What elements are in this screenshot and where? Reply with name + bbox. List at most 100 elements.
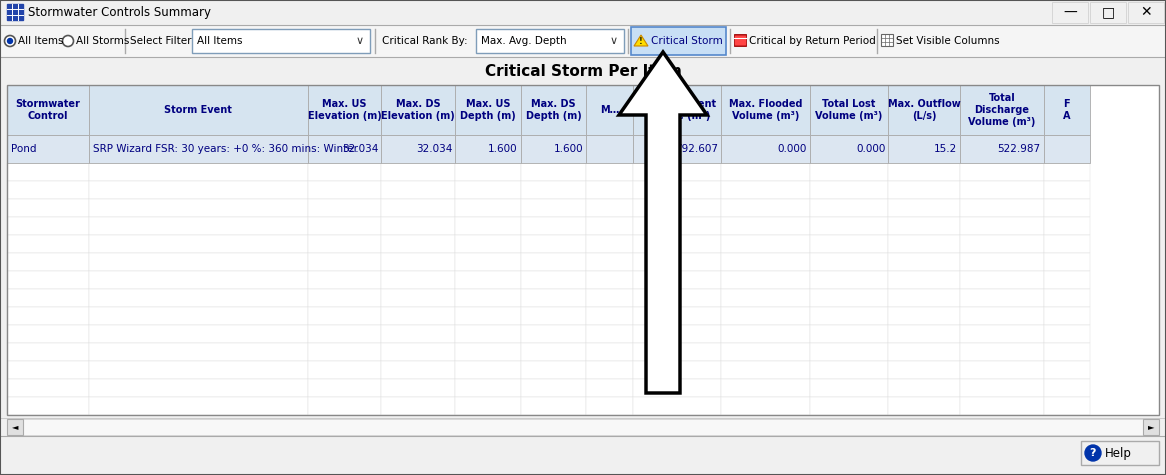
Bar	[888, 361, 960, 379]
Bar	[632, 199, 722, 217]
Bar	[722, 271, 810, 289]
Bar	[7, 419, 23, 435]
Bar	[1044, 343, 1090, 361]
Bar	[888, 199, 960, 217]
Bar	[632, 343, 722, 361]
Bar	[632, 235, 722, 253]
Bar	[308, 361, 381, 379]
Bar	[960, 325, 1044, 343]
Bar	[888, 163, 960, 181]
Bar	[888, 325, 960, 343]
Bar	[521, 181, 586, 199]
Text: ►: ►	[1147, 422, 1154, 431]
Bar	[381, 199, 455, 217]
Text: Max. Resident
Volume (m³): Max. Resident Volume (m³)	[638, 99, 716, 121]
Polygon shape	[619, 52, 707, 393]
Bar	[735, 34, 746, 46]
Text: Max. DS
Elevation (m): Max. DS Elevation (m)	[381, 99, 455, 121]
Text: Stormwater
Control: Stormwater Control	[15, 99, 80, 121]
Bar	[810, 343, 888, 361]
Bar	[632, 253, 722, 271]
Bar	[89, 271, 308, 289]
Bar	[381, 235, 455, 253]
Bar	[632, 307, 722, 325]
Bar	[521, 379, 586, 397]
Text: ∨: ∨	[356, 36, 364, 46]
Text: SRP Wizard FSR: 30 years: +0 %: 360 mins: Winter: SRP Wizard FSR: 30 years: +0 %: 360 mins…	[93, 144, 358, 154]
Circle shape	[5, 36, 15, 47]
Bar	[586, 289, 632, 307]
Bar	[89, 217, 308, 235]
Bar	[632, 181, 722, 199]
Text: 0.000: 0.000	[856, 144, 885, 154]
Bar	[521, 85, 586, 135]
Bar	[308, 271, 381, 289]
Bar	[7, 235, 89, 253]
Bar	[810, 379, 888, 397]
Bar	[586, 379, 632, 397]
Bar	[89, 253, 308, 271]
Bar	[381, 307, 455, 325]
Text: M…: M…	[599, 105, 619, 115]
Bar	[7, 4, 23, 20]
Bar	[960, 361, 1044, 379]
Bar	[308, 343, 381, 361]
Bar	[960, 135, 1044, 163]
Bar	[586, 397, 632, 415]
Bar	[308, 199, 381, 217]
Bar	[381, 361, 455, 379]
Bar	[89, 163, 308, 181]
Bar	[1044, 361, 1090, 379]
Text: Max. Avg. Depth: Max. Avg. Depth	[482, 36, 567, 46]
Bar	[810, 85, 888, 135]
Bar	[810, 271, 888, 289]
Bar	[192, 29, 370, 53]
Bar	[308, 379, 381, 397]
Bar	[7, 343, 89, 361]
Bar	[810, 307, 888, 325]
Bar	[632, 379, 722, 397]
Bar	[810, 235, 888, 253]
Bar	[381, 253, 455, 271]
Bar	[888, 253, 960, 271]
Bar	[586, 307, 632, 325]
Bar	[455, 307, 521, 325]
Bar	[7, 85, 1159, 415]
Bar	[381, 163, 455, 181]
Text: Total
Discharge
Volume (m³): Total Discharge Volume (m³)	[968, 93, 1035, 127]
Bar	[308, 307, 381, 325]
Bar	[960, 235, 1044, 253]
Bar	[0, 436, 1166, 475]
Bar	[1044, 397, 1090, 415]
Bar	[89, 325, 308, 343]
Bar	[735, 36, 745, 44]
Bar	[632, 271, 722, 289]
Bar	[1081, 441, 1159, 465]
Bar	[89, 343, 308, 361]
Bar	[722, 379, 810, 397]
Bar	[586, 235, 632, 253]
Bar	[7, 379, 89, 397]
Bar	[960, 289, 1044, 307]
Bar	[960, 217, 1044, 235]
Text: Max. US
Depth (m): Max. US Depth (m)	[461, 99, 515, 121]
Bar	[308, 253, 381, 271]
Text: ?: ?	[1090, 448, 1096, 458]
Bar	[308, 325, 381, 343]
Bar	[1044, 307, 1090, 325]
Bar	[810, 181, 888, 199]
Bar	[888, 135, 960, 163]
Bar	[1044, 135, 1090, 163]
Bar	[521, 361, 586, 379]
Bar	[960, 307, 1044, 325]
Bar	[521, 307, 586, 325]
Bar	[7, 361, 89, 379]
Bar	[1143, 419, 1159, 435]
Bar	[521, 163, 586, 181]
Bar	[455, 271, 521, 289]
Bar	[89, 361, 308, 379]
Circle shape	[1086, 445, 1101, 461]
Bar	[1044, 253, 1090, 271]
Text: Max. Flooded
Volume (m³): Max. Flooded Volume (m³)	[729, 99, 802, 121]
Bar	[632, 289, 722, 307]
